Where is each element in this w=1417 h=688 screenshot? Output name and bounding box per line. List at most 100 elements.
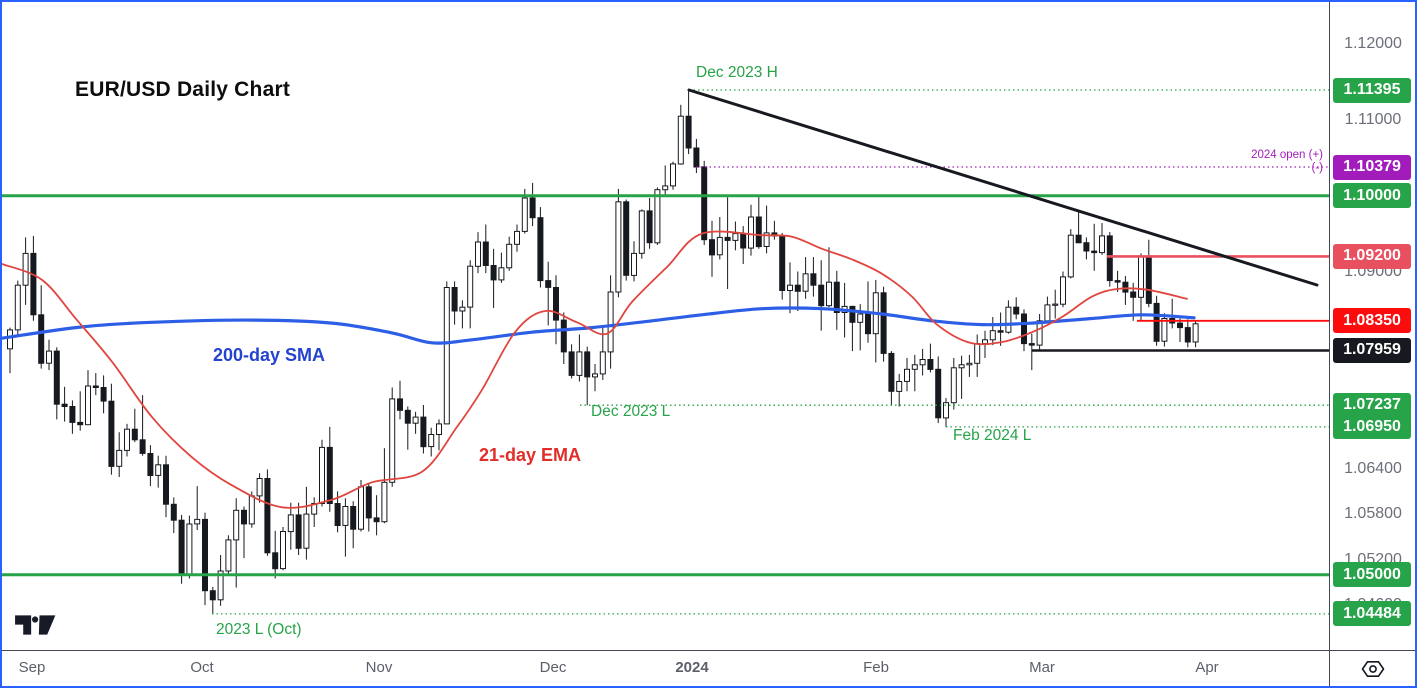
candle-up (950, 367, 957, 404)
candle-down (1091, 250, 1098, 254)
candle-down (865, 313, 871, 335)
logo-seven (38, 615, 56, 635)
candle-up (342, 506, 349, 526)
descending-trendline (687, 88, 1319, 287)
candle-up (186, 523, 193, 575)
candle-down (755, 216, 762, 248)
price-tick-1.06400: 1.06400 (1344, 459, 1402, 477)
candle-up (7, 329, 13, 350)
candle-down (147, 453, 154, 476)
candle-down (701, 166, 708, 241)
price-badge-1.07959: 1.07959 (1333, 337, 1411, 363)
candle-up (443, 287, 450, 425)
candle-down (818, 284, 825, 307)
price-badge-1.08350: 1.08350 (1333, 308, 1411, 334)
candle-down (794, 284, 801, 292)
candle-down (131, 428, 138, 441)
candle-up (225, 539, 232, 572)
candle-down (1075, 234, 1082, 244)
candle-down (849, 305, 856, 323)
candle-down (529, 197, 536, 219)
logo-dot (32, 616, 39, 623)
candle-down (537, 217, 544, 282)
candle-up (763, 232, 770, 247)
candle-up (467, 265, 474, 308)
candle-down (397, 398, 403, 411)
candle-up (428, 434, 435, 448)
candle-down (568, 351, 575, 376)
candle-down (1130, 291, 1137, 298)
candle-up (436, 423, 442, 435)
candle-up (662, 185, 669, 191)
eye-icon[interactable] (1358, 657, 1388, 681)
time-label-mar: Mar (1029, 659, 1055, 676)
candle-down (209, 590, 216, 601)
price-tick-1.12000: 1.12000 (1344, 35, 1402, 53)
candle-down (888, 352, 895, 392)
candle-down (1153, 302, 1160, 342)
time-label-dec: Dec (539, 659, 567, 676)
candle-down (53, 350, 60, 405)
candle-down (163, 464, 169, 505)
candle-up (958, 364, 965, 369)
candle-up (46, 350, 52, 364)
chart-canvas[interactable] (2, 2, 1329, 650)
time-label-nov: Nov (365, 659, 393, 676)
candle-up (256, 478, 263, 497)
candle-up (716, 236, 723, 256)
price-badge-1.11395: 1.11395 (1333, 77, 1411, 103)
candle-up (1067, 234, 1074, 278)
candle-up (319, 446, 325, 504)
candle-up (498, 267, 505, 281)
candle-up (358, 486, 364, 530)
candle-down (326, 446, 333, 504)
candle-up (1099, 235, 1105, 254)
candle-down (202, 518, 208, 592)
candle-down (740, 233, 747, 249)
candle-up (966, 362, 973, 366)
candle-up (787, 284, 793, 292)
candle-up (904, 368, 910, 382)
candle-down (545, 280, 552, 288)
candle-up (311, 503, 318, 515)
candle-down (451, 287, 458, 312)
time-label-2024: 2024 (675, 659, 709, 676)
candle-down (1114, 280, 1121, 283)
candle-down (1021, 313, 1027, 345)
candle-down (178, 519, 185, 575)
tradingview-logo[interactable] (14, 612, 59, 638)
candle-up (506, 243, 513, 269)
candle-up (1005, 306, 1012, 333)
candle-up (982, 339, 988, 345)
candle-up (919, 359, 926, 366)
time-axis[interactable]: Sep Oct Nov Dec 2024 Feb Mar Apr (2, 650, 1329, 686)
price-axis[interactable]: 1.12000 1.11000 1.09000 1.06400 1.05800 1.052… (1329, 2, 1415, 650)
candle-up (155, 464, 162, 476)
candle-up (943, 402, 949, 419)
candle-down (139, 439, 146, 454)
candle-up (1138, 255, 1144, 298)
candle-down (350, 506, 357, 530)
candle-up (514, 230, 520, 245)
candle-down (1122, 281, 1129, 293)
candle-down (170, 503, 177, 521)
logo-t-mark (15, 615, 32, 635)
candle-down (693, 147, 700, 168)
candle-up (826, 281, 832, 307)
candle-up (412, 416, 419, 424)
candle-up (1052, 303, 1059, 306)
candle-down (685, 115, 692, 149)
candle-up (194, 518, 201, 525)
ema-21-line (2, 230, 1188, 509)
candle-up (14, 284, 21, 331)
candle-up (22, 252, 29, 286)
axis-corner (1329, 650, 1415, 686)
candle-down (482, 241, 489, 266)
candle-up (732, 233, 739, 241)
candle-down (927, 359, 934, 370)
candle-down (623, 201, 630, 276)
candle-up (802, 273, 809, 292)
sma-200-line (2, 306, 1196, 345)
candle-up (670, 163, 676, 187)
